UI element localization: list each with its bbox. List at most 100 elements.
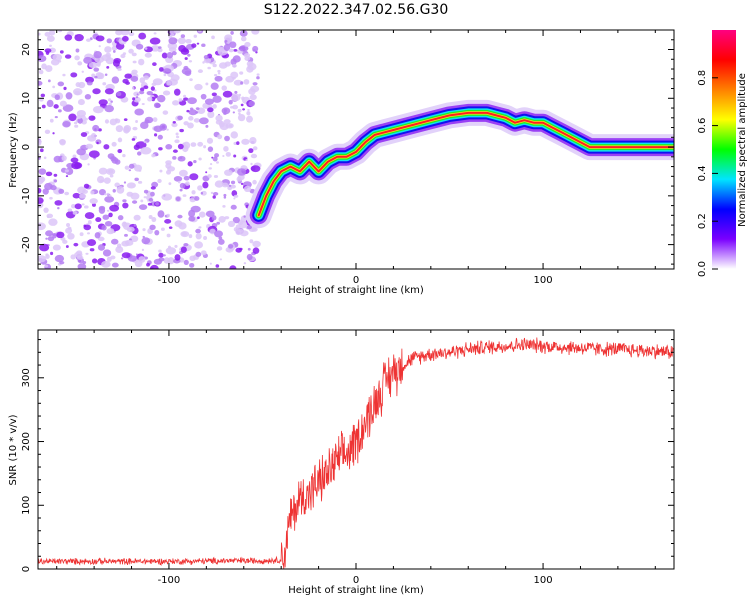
noise-blob — [150, 86, 155, 91]
noise-blob — [188, 216, 196, 222]
noise-blob — [190, 142, 197, 147]
noise-blob — [153, 102, 161, 109]
y-tick-label: 0 — [21, 566, 32, 572]
noise-blob — [211, 156, 214, 159]
noise-blob — [80, 132, 88, 137]
noise-blob — [86, 239, 97, 246]
noise-blob — [54, 200, 63, 206]
noise-blob — [67, 208, 73, 212]
noise-blob — [228, 99, 233, 105]
noise-blob — [174, 139, 180, 144]
noise-blob — [65, 245, 69, 248]
noise-blob — [121, 240, 130, 247]
noise-blob — [207, 107, 214, 113]
noise-blob — [240, 36, 247, 42]
noise-blob — [50, 185, 57, 191]
noise-blob — [245, 159, 248, 162]
noise-blob — [83, 183, 90, 189]
noise-blob — [179, 182, 186, 189]
y-tick-label: -20 — [21, 236, 32, 252]
noise-blob — [41, 104, 46, 109]
noise-blob — [182, 142, 186, 146]
noise-blob — [61, 155, 67, 161]
noise-blob — [77, 61, 83, 66]
noise-blob — [84, 94, 92, 100]
noise-blob — [38, 80, 43, 86]
noise-blob — [248, 148, 254, 154]
noise-blob — [120, 30, 130, 36]
noise-blob — [128, 163, 135, 169]
noise-blob — [146, 262, 150, 267]
noise-blob — [168, 182, 172, 186]
noise-blob — [94, 75, 98, 79]
colorbar-tick-label: 0.8 — [697, 70, 708, 86]
noise-blob — [43, 156, 47, 160]
noise-blob — [207, 146, 214, 152]
noise-blob — [104, 195, 115, 203]
noise-blob — [139, 77, 146, 84]
noise-blob — [157, 210, 165, 218]
noise-blob — [230, 106, 234, 109]
noise-blob — [214, 230, 223, 238]
noise-blob — [151, 82, 157, 87]
snr-panel: -100 0 100 0 100 200 300 Height of straight li… — [8, 329, 675, 596]
noise-blob — [198, 157, 202, 161]
noise-blob — [132, 86, 135, 90]
noise-blob — [187, 122, 194, 129]
noise-blob — [117, 137, 123, 143]
noise-blob — [184, 70, 192, 76]
noise-blob — [203, 55, 209, 60]
noise-blob — [155, 153, 159, 156]
noise-blob — [121, 252, 131, 259]
noise-blob — [108, 212, 113, 218]
noise-blob — [233, 49, 238, 52]
noise-blob — [161, 52, 168, 59]
noise-blob — [197, 141, 204, 147]
noise-blob — [183, 121, 189, 126]
noise-blob — [144, 116, 154, 124]
noise-blob — [246, 225, 252, 230]
noise-blob — [243, 79, 250, 85]
noise-blob — [159, 169, 163, 173]
snr-line — [38, 337, 674, 569]
noise-blob — [197, 216, 200, 220]
noise-blob — [229, 265, 237, 269]
noise-blob — [109, 174, 114, 178]
noise-blob — [189, 78, 193, 82]
noise-blob — [127, 255, 138, 262]
noise-blob — [56, 231, 65, 239]
noise-blob — [97, 244, 106, 251]
noise-blob — [105, 52, 111, 58]
noise-blob — [212, 104, 217, 109]
noise-blob — [88, 150, 100, 158]
noise-blob — [74, 203, 82, 210]
noise-blob — [214, 75, 223, 82]
noise-blob — [96, 62, 101, 67]
x-tick-label: -100 — [158, 275, 181, 286]
snr-x-label: Height of straight line (km) — [288, 585, 424, 596]
noise-blob — [230, 31, 234, 35]
noise-blob — [104, 88, 114, 95]
noise-blob — [178, 169, 188, 177]
noise-blob — [216, 221, 221, 225]
noise-blob — [197, 69, 203, 73]
noise-blob — [111, 262, 119, 268]
ridge-cyan — [254, 108, 674, 220]
noise-blob — [227, 186, 233, 191]
noise-blob — [116, 243, 122, 249]
noise-blob — [231, 63, 237, 68]
noise-blob — [72, 211, 78, 215]
noise-blob — [39, 243, 50, 252]
noise-blob — [217, 69, 221, 73]
noise-blob — [200, 250, 207, 256]
noise-blob — [212, 156, 218, 162]
noise-blob — [103, 144, 110, 150]
noise-blob — [48, 79, 51, 83]
noise-blob — [143, 75, 149, 80]
noise-blob — [214, 153, 220, 158]
noise-blob — [87, 163, 90, 166]
noise-blob — [242, 108, 245, 111]
noise-blob — [237, 108, 242, 113]
noise-blob — [231, 93, 241, 102]
noise-blob — [152, 117, 158, 123]
